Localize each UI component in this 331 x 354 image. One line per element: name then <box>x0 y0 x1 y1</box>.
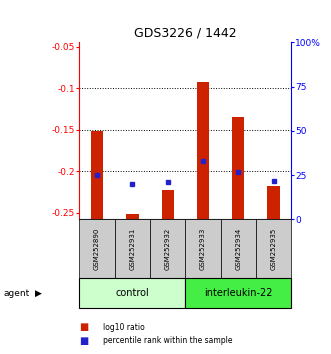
FancyBboxPatch shape <box>256 219 291 278</box>
Text: percentile rank within the sample: percentile rank within the sample <box>103 336 232 345</box>
Text: ■: ■ <box>79 322 89 332</box>
Text: GSM252931: GSM252931 <box>129 228 135 270</box>
Bar <box>267 186 280 219</box>
FancyBboxPatch shape <box>150 219 185 278</box>
FancyBboxPatch shape <box>185 219 221 278</box>
Text: ▶: ▶ <box>35 289 42 298</box>
Bar <box>91 131 103 219</box>
FancyBboxPatch shape <box>79 278 185 308</box>
Text: GSM252932: GSM252932 <box>165 228 171 270</box>
Bar <box>197 82 209 219</box>
Text: log10 ratio: log10 ratio <box>103 323 144 332</box>
Text: GSM252934: GSM252934 <box>235 228 241 270</box>
Text: interleukin-22: interleukin-22 <box>204 288 272 298</box>
Text: control: control <box>116 288 149 298</box>
Text: ■: ■ <box>79 336 89 346</box>
Text: GSM252890: GSM252890 <box>94 228 100 270</box>
Bar <box>232 117 245 219</box>
Bar <box>126 214 139 219</box>
Text: GSM252933: GSM252933 <box>200 228 206 270</box>
Text: GSM252935: GSM252935 <box>271 228 277 270</box>
FancyBboxPatch shape <box>185 278 291 308</box>
FancyBboxPatch shape <box>221 219 256 278</box>
Bar <box>162 189 174 219</box>
FancyBboxPatch shape <box>115 219 150 278</box>
Title: GDS3226 / 1442: GDS3226 / 1442 <box>134 27 237 40</box>
Text: agent: agent <box>3 289 29 298</box>
FancyBboxPatch shape <box>79 219 115 278</box>
